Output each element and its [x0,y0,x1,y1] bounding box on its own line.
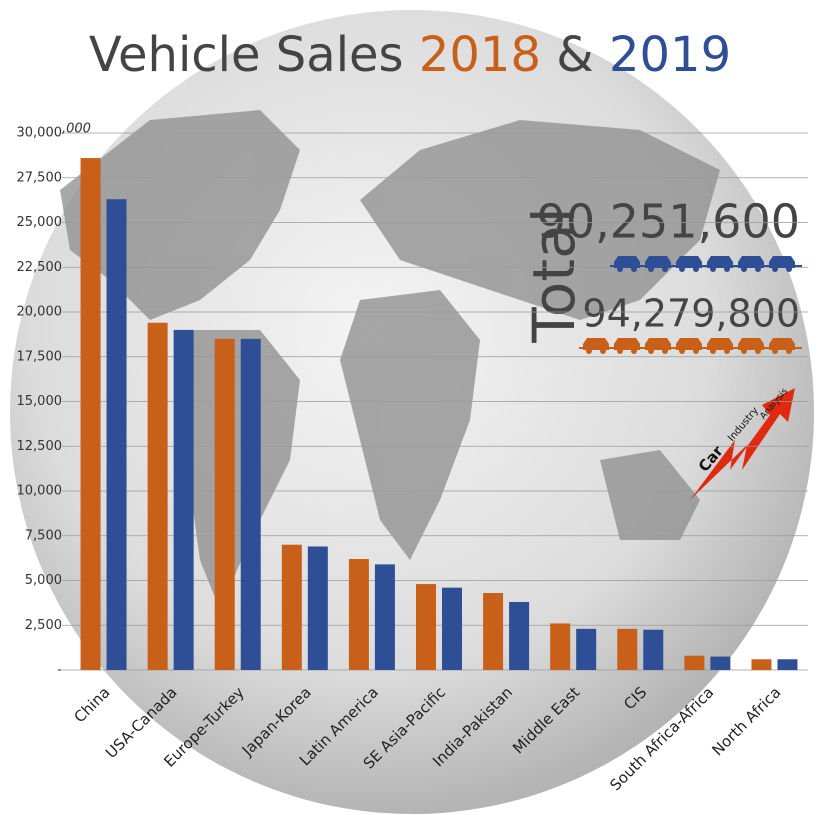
y-tick-label: 12,500 [17,439,63,454]
bar [106,199,127,671]
bar [550,623,571,670]
car-wheel [631,348,637,354]
bar [684,655,705,670]
y-tick-label: 17,500 [17,349,63,364]
totals-label: Total [520,207,588,343]
bar [576,628,597,670]
bar [348,559,369,670]
car-wheel [710,348,716,354]
y-tick-label: 15,000 [17,394,63,409]
car-wheel [662,266,668,272]
y-tick-label: 5,000 [25,573,62,588]
car-wheel [693,348,699,354]
total-value: 94,279,800 [582,292,800,336]
car-wheel [617,266,623,272]
car-wheel [741,266,747,272]
y-tick-label: 22,500 [17,260,63,275]
x-tick-label: China [71,683,114,726]
bar [80,158,101,670]
car-wheel [662,348,668,354]
car-wheel [741,348,747,354]
bar [416,584,436,670]
car-wheel [648,266,654,272]
x-tick-label: North Africa [708,683,784,759]
car-wheel [755,348,761,354]
car-wheel [772,348,778,354]
y-tick-label: - [57,663,62,678]
chart-title: Vehicle Sales 2018 & 2019 [89,27,731,83]
car-wheel [648,348,654,354]
bar [643,629,664,670]
car-wheel [631,266,637,272]
y-tick-label: 30,000 [17,126,63,141]
y-tick-label: 10,000 [17,484,63,499]
car-wheel [724,266,730,272]
y-tick-label: 7,500 [25,528,62,543]
car-wheel [586,348,592,354]
bar [483,593,504,670]
car-wheel [693,266,699,272]
title-joiner: & [556,27,593,83]
y-tick-label: 27,500 [17,170,63,185]
bar [214,338,235,670]
bar [307,546,328,670]
car-wheel [724,348,730,354]
car-wheel [679,266,685,272]
bar [173,329,194,670]
car-wheel [786,348,792,354]
car-wheel [786,266,792,272]
car-wheel [617,348,623,354]
y-tick-label: 25,000 [17,215,63,230]
car-wheel [772,266,778,272]
y-tick-label: 20,000 [17,305,63,320]
bar [281,544,302,670]
car-wheel [755,266,761,272]
bar [240,338,261,670]
car-wheel [679,348,685,354]
car-wheel [710,266,716,272]
bar [751,659,772,670]
y-unit-suffix: ,000 [62,122,91,137]
car-wheel [600,348,606,354]
bar [617,628,638,670]
total-value: 90,251,600 [537,195,800,249]
title-text: Vehicle Sales [89,27,404,83]
y-tick-label: 2,500 [25,618,62,633]
bar [442,587,462,670]
title-series: 2019 [609,27,731,83]
bar [147,322,168,670]
bar [777,659,798,670]
bar [374,564,395,670]
bar [509,601,530,670]
title-series: 2018 [419,27,541,83]
bar [710,656,731,670]
logo-arrow [690,388,795,500]
